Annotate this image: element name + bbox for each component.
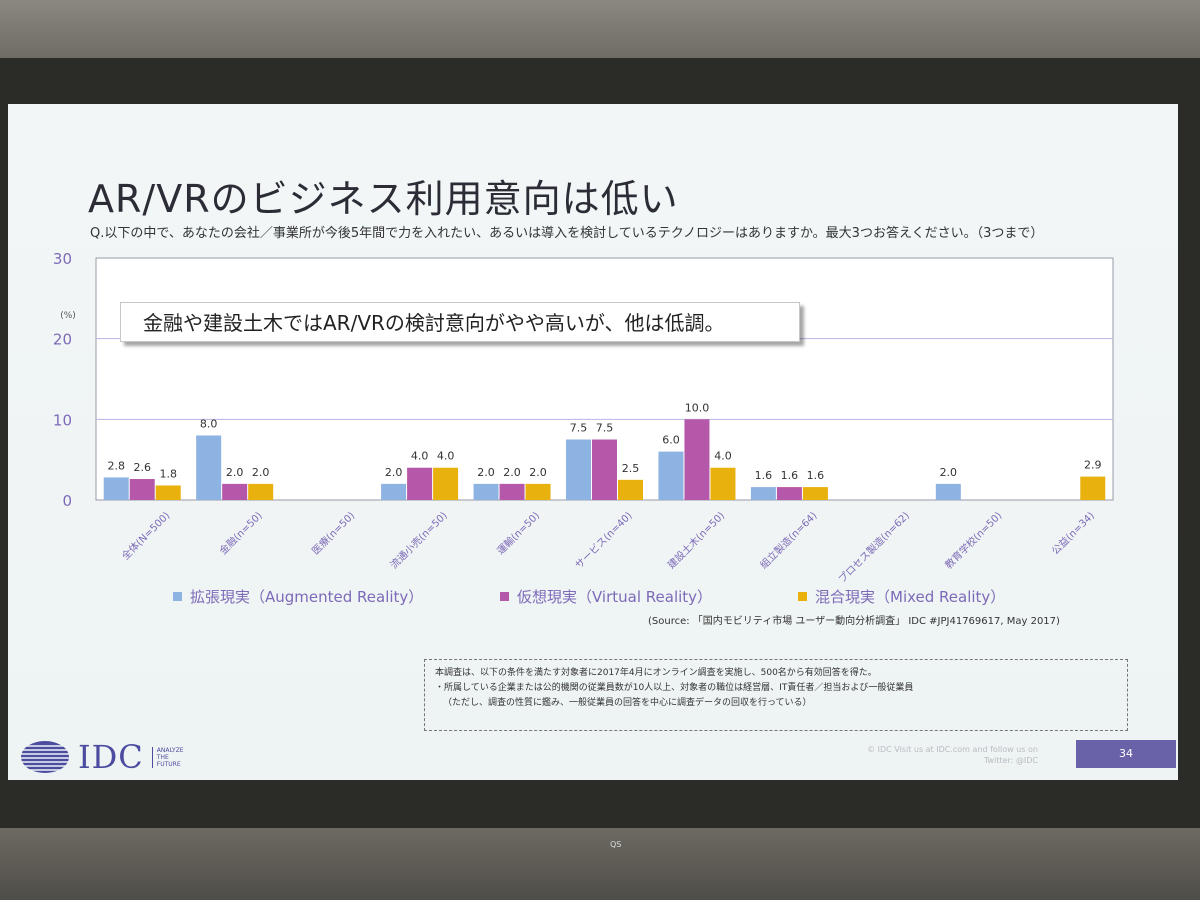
bar [684,419,710,500]
data-label: 2.9 [1084,459,1102,472]
data-label: 2.0 [252,466,270,479]
y-tick-label: 10 [53,411,72,429]
logo-text: IDC [78,738,144,776]
data-label: 2.0 [503,466,521,479]
tagline-line: ANALYZE [156,746,184,754]
data-label: 2.0 [226,466,244,479]
room-wall-top [0,0,1200,60]
bar [103,477,129,500]
bar [750,487,776,500]
bar [196,435,222,500]
y-tick-label: 20 [53,331,72,349]
note-line-2: ・所属している企業または公的機関の従業員数が10人以上、対象者の職位は経営層、I… [435,683,914,693]
presentation-slide: AR/VRのビジネス利用意向は低い Q.以下の中で、あなたの会社／事業所が今後5… [8,104,1178,780]
data-label: 2.6 [133,461,151,474]
x-tick-label: 金融(n=50) [217,509,265,557]
legend-item-vr: 仮想現実（Virtual Reality） [500,586,712,607]
bar [710,467,736,500]
copyright-line: © IDC Visit us at IDC.com and follow us … [867,745,1038,754]
data-label: 2.5 [622,462,640,475]
callout-box: 金融や建設土木ではAR/VRの検討意向がやや高いが、他は低調。 [120,302,800,342]
legend-swatch-mr [798,592,807,601]
room-wall-bottom [0,828,1200,900]
idc-logo: IDC ANALYZE THE FUTURE [20,738,184,776]
x-tick-label: 教育学校(n=50) [942,509,1004,571]
logo-tagline: ANALYZE THE FUTURE [151,746,184,768]
copyright-text: © IDC Visit us at IDC.com and follow us … [818,744,1038,766]
bar [525,483,551,500]
note-line-3: （ただし、調査の性質に鑑み、一般従業員の回答を中心に調査データの回収を行っている… [443,698,812,708]
bar [222,483,248,500]
data-label: 2.0 [940,466,958,479]
bar [776,487,802,500]
page-number: 34 [1076,740,1176,768]
legend-swatch-ar [173,592,182,601]
x-tick-label: 運輸(n=50) [494,509,542,557]
tagline-line: THE [156,753,169,761]
legend-label-mr: 混合現実（Mixed Reality） [815,588,1006,606]
x-tick-label: 流通小売(n=50) [387,509,449,571]
y-tick-label: 0 [62,492,72,510]
legend-item-ar: 拡張現実（Augmented Reality） [173,586,423,607]
copyright-line: Twitter: @IDC [983,756,1038,765]
bar [802,487,828,500]
bar [658,451,684,500]
data-label: 2.0 [529,466,547,479]
data-label: 4.0 [714,450,732,463]
data-label: 7.5 [596,422,614,435]
slide-title: AR/VRのビジネス利用意向は低い [88,177,679,221]
bar [566,439,591,500]
bar-chart: 0 10 20 30 (%) 2.8 2.6 1.8 全体(N=500) 8.0 2.0 2.0 金融(… [53,250,1114,586]
chart-area: 0 10 20 30 (%) 2.8 2.6 1.8 全体(N=500) 8.0 2.0 2.0 金融(… [8,104,1178,780]
x-tick-label: サービス(n=40) [573,510,635,572]
bar [407,467,433,500]
bar [618,479,643,500]
bar [499,483,525,500]
data-label: 6.0 [662,434,680,447]
stand-label: QS [610,840,622,849]
data-label: 1.6 [755,469,773,482]
y-axis-unit: (%) [60,311,76,321]
bar [129,479,155,500]
x-tick-label: 組立製造(n=64) [757,509,819,571]
survey-question: Q.以下の中で、あなたの会社／事業所が今後5年間で力を入れたい、あるいは導入を検… [90,226,1044,241]
data-label: 1.6 [781,469,799,482]
data-label: 10.0 [685,401,710,414]
bar [1080,476,1106,500]
legend-item-mr: 混合現実（Mixed Reality） [798,586,1005,607]
data-label: 7.5 [570,422,588,435]
survey-note: 本調査は、以下の条件を満たす対象者に2017年4月にオンライン調査を実施し、50… [424,659,1128,731]
bar [381,483,407,500]
x-tick-label: 建設土木(n=50) [665,509,727,571]
y-tick-label: 30 [53,250,72,268]
bar [592,439,617,500]
bar [935,483,961,500]
data-label: 2.0 [385,466,403,479]
x-tick-label: プロセス製造(n=62) [835,509,912,586]
bar [155,485,181,500]
x-tick-label: 公益(n=34) [1049,509,1097,557]
note-line-1: 本調査は、以下の条件を満たす対象者に2017年4月にオンライン調査を実施し、50… [435,668,877,678]
legend-label-ar: 拡張現実（Augmented Reality） [190,588,424,606]
bar [433,467,459,500]
data-label: 4.0 [437,450,455,463]
x-tick-label: 医療(n=50) [309,509,357,557]
data-label: 4.0 [411,450,429,463]
legend-swatch-vr [500,592,509,601]
globe-icon [20,740,70,774]
bar [248,483,274,500]
data-label: 2.8 [107,459,125,472]
data-label: 8.0 [200,417,218,430]
source-citation: (Source: 「国内モビリティ市場 ユーザー動向分析調査」 IDC #JPJ… [648,616,1060,627]
bar [473,483,499,500]
data-label: 1.6 [807,469,825,482]
data-label: 2.0 [477,466,495,479]
tagline-line: FUTURE [156,760,181,768]
x-tick-label: 全体(N=500) [119,509,173,563]
legend-label-vr: 仮想現実（Virtual Reality） [517,588,713,606]
data-label: 1.8 [159,467,177,480]
